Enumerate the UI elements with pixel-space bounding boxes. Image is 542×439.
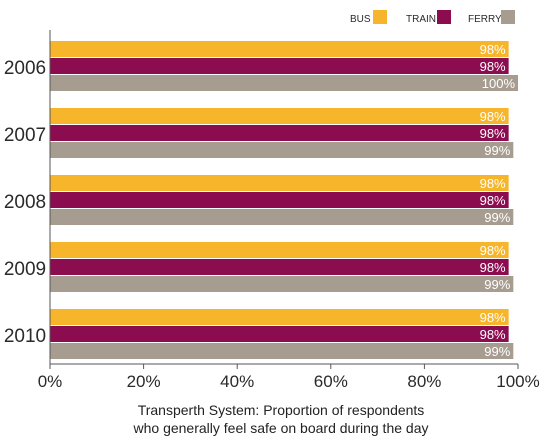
x-tick-label-60: 60% [314,372,348,391]
axes-group: 2006 2007 2008 2009 2010 0% 20% 40% 60% 80% 100% [4,30,540,391]
data-label-bus-2009: 98% [480,243,506,258]
bar-ferry-2010 [50,343,514,359]
data-label-ferry-2010: 99% [484,344,510,359]
bars-group: 98% 98% 100% 98% 98% 99% 98% 98% 99% 98% 98% 99% 98%… [50,41,518,359]
data-label-bus-2007: 98% [480,109,506,124]
legend-label-ferry: FERRY [468,14,502,25]
data-label-ferry-2006: 100% [482,76,516,91]
bar-train-2006 [50,58,509,74]
data-label-bus-2006: 98% [480,42,506,57]
chart-caption-line-1: Transperth System: Proportion of respond… [138,402,425,418]
bar-ferry-2007 [50,142,514,158]
data-label-train-2007: 98% [480,126,506,141]
data-label-train-2008: 98% [480,193,506,208]
data-label-bus-2010: 98% [480,310,506,325]
legend-label-bus: BUS [350,14,371,25]
category-label-2006: 2006 [4,58,46,79]
category-label-2007: 2007 [4,125,46,146]
bar-ferry-2006 [50,75,518,91]
bar-train-2009 [50,259,509,275]
bar-train-2007 [50,125,509,141]
chart-legend: BUS TRAIN FERRY [350,10,515,25]
x-tick-label-40: 40% [220,372,254,391]
category-label-2010: 2010 [4,326,46,347]
bar-bus-2010 [50,309,509,325]
bar-bus-2007 [50,108,509,124]
legend-swatch-bus [373,10,387,24]
category-label-2008: 2008 [4,192,46,213]
x-tick-label-0: 0% [38,372,63,391]
bar-bus-2008 [50,175,509,191]
x-tick-label-100: 100% [496,372,539,391]
legend-swatch-train [437,10,451,24]
legend-label-train: TRAIN [406,14,436,25]
bar-train-2010 [50,326,509,342]
legend-swatch-ferry [501,10,515,24]
bar-bus-2006 [50,41,509,57]
data-label-ferry-2007: 99% [484,143,510,158]
x-tick-label-20: 20% [127,372,161,391]
data-label-train-2006: 98% [480,59,506,74]
bar-ferry-2009 [50,276,514,292]
data-label-ferry-2008: 99% [484,210,510,225]
chart-caption-line-2: who generally feel safe on board during … [133,420,429,436]
data-label-ferry-2009: 99% [484,277,510,292]
bar-ferry-2008 [50,209,514,225]
x-tick-label-80: 80% [407,372,441,391]
data-label-bus-2008: 98% [480,176,506,191]
bar-train-2008 [50,192,509,208]
bar-bus-2009 [50,242,509,258]
data-label-train-2010: 98% [480,327,506,342]
category-label-2009: 2009 [4,259,46,280]
data-label-train-2009: 98% [480,260,506,275]
